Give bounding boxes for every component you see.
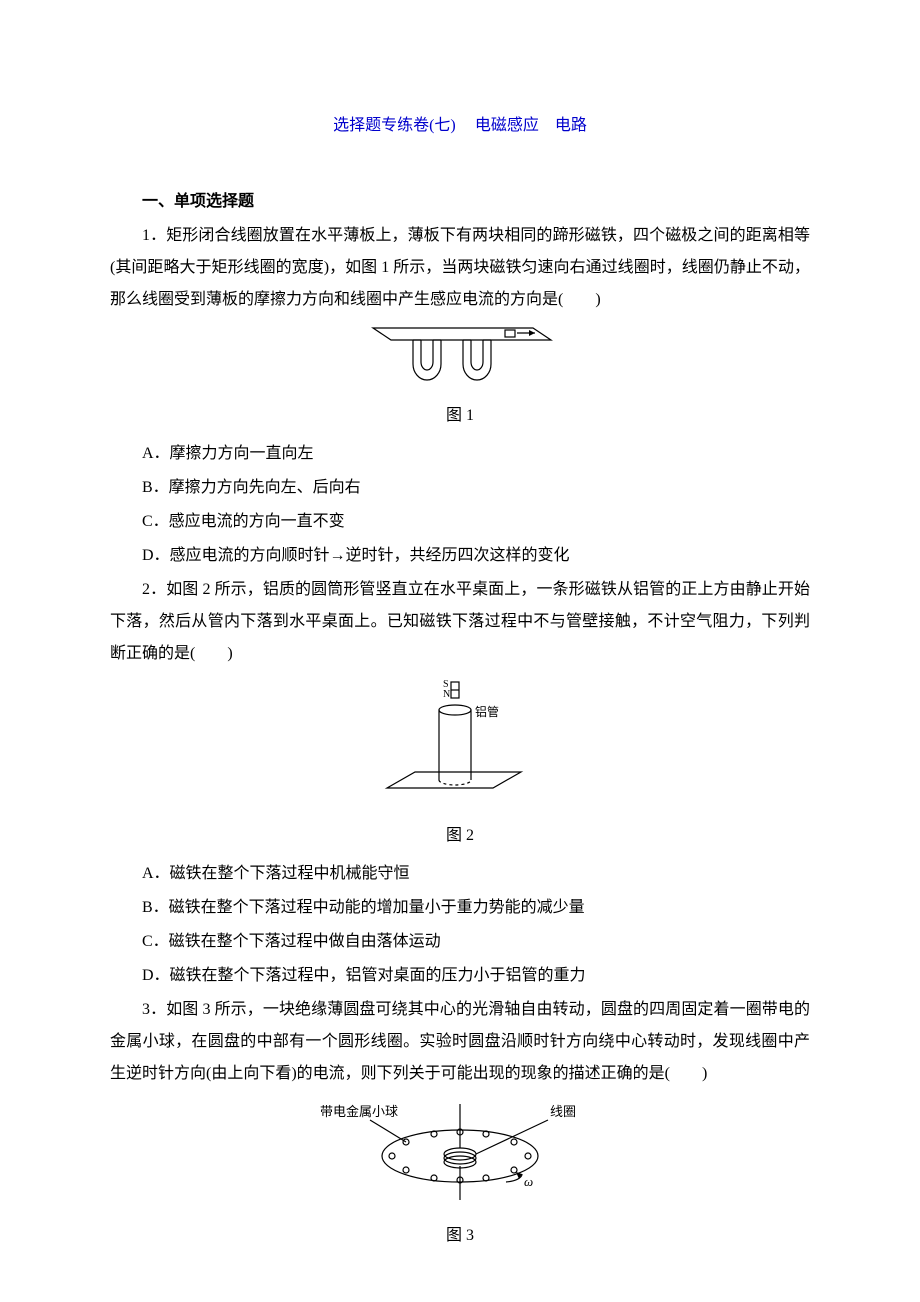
fig2-caption: 图 2 bbox=[110, 820, 810, 852]
q2-opt-c: C．磁铁在整个下落过程中做自由落体运动 bbox=[110, 926, 810, 958]
fig2-svg: S N 铝管 bbox=[375, 676, 545, 806]
fig1-svg bbox=[355, 322, 565, 386]
fig2-label-tube: 铝管 bbox=[475, 704, 499, 719]
figure-3: 带电金属小球 线圈 ω bbox=[110, 1096, 810, 1218]
fig3-label-omega: ω bbox=[524, 1174, 533, 1189]
fig3-label-coil: 线圈 bbox=[550, 1104, 576, 1119]
fig1-caption: 图 1 bbox=[110, 400, 810, 432]
figure-1 bbox=[110, 322, 810, 398]
title-left: 选择题专练卷(七) bbox=[333, 117, 456, 134]
q1-opt-a: A．摩擦力方向一直向左 bbox=[110, 438, 810, 470]
q1-opt-d: D．感应电流的方向顺时针→逆时针，共经历四次这样的变化 bbox=[110, 540, 810, 572]
fig3-svg: 带电金属小球 线圈 ω bbox=[300, 1096, 620, 1206]
q3-stem: 3．如图 3 所示，一块绝缘薄圆盘可绕其中心的光滑轴自由转动，圆盘的四周固定着一… bbox=[110, 994, 810, 1090]
fig3-label-balls: 带电金属小球 bbox=[320, 1104, 398, 1119]
q1-stem: 1．矩形闭合线圈放置在水平薄板上，薄板下有两块相同的蹄形磁铁，四个磁极之间的距离… bbox=[110, 220, 810, 316]
q1-opt-c: C．感应电流的方向一直不变 bbox=[110, 506, 810, 538]
q2-opt-a: A．磁铁在整个下落过程中机械能守恒 bbox=[110, 858, 810, 890]
q1-opt-b: B．摩擦力方向先向左、后向右 bbox=[110, 472, 810, 504]
fig2-label-N: N bbox=[443, 689, 450, 700]
section-heading: 一、单项选择题 bbox=[110, 186, 810, 218]
title-right: 电磁感应 电路 bbox=[475, 117, 587, 134]
page-title: 选择题专练卷(七) 电磁感应 电路 bbox=[110, 110, 810, 142]
q2-opt-d: D．磁铁在整个下落过程中，铝管对桌面的压力小于铝管的重力 bbox=[110, 960, 810, 992]
q2-opt-b: B．磁铁在整个下落过程中动能的增加量小于重力势能的减少量 bbox=[110, 892, 810, 924]
fig3-caption: 图 3 bbox=[110, 1220, 810, 1252]
q2-stem: 2．如图 2 所示，铝质的圆筒形管竖直立在水平桌面上，一条形磁铁从铝管的正上方由… bbox=[110, 574, 810, 670]
figure-2: S N 铝管 bbox=[110, 676, 810, 818]
